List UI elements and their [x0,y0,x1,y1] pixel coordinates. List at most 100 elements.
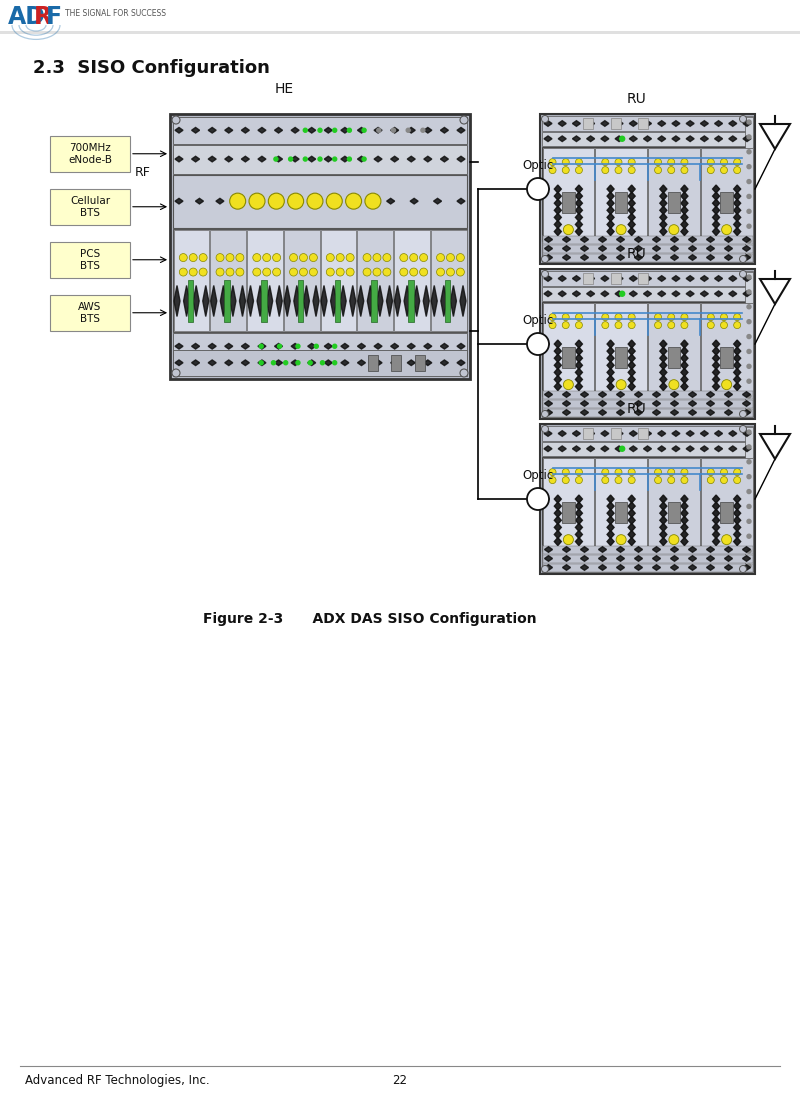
Polygon shape [407,156,415,162]
Polygon shape [729,431,737,436]
Circle shape [527,333,549,355]
Circle shape [365,193,381,209]
Bar [334,280,340,322]
Circle shape [527,178,549,200]
Polygon shape [634,391,642,398]
Polygon shape [407,344,415,349]
Polygon shape [554,376,562,384]
Polygon shape [660,382,667,390]
Polygon shape [713,354,719,363]
Circle shape [249,193,265,209]
Polygon shape [457,127,465,133]
Polygon shape [554,495,562,503]
Polygon shape [713,227,719,235]
Polygon shape [760,279,790,304]
Text: Optic: Optic [522,314,554,328]
Polygon shape [670,246,678,252]
Polygon shape [658,291,666,297]
Polygon shape [734,213,741,221]
Polygon shape [586,291,594,297]
Polygon shape [742,391,750,398]
Circle shape [273,268,281,276]
Polygon shape [191,156,199,162]
Polygon shape [581,546,589,553]
Polygon shape [607,495,614,503]
Polygon shape [573,446,581,452]
Polygon shape [714,136,722,142]
Polygon shape [681,368,688,376]
Circle shape [318,157,322,162]
Polygon shape [562,246,570,252]
Polygon shape [558,291,566,297]
Text: HE: HE [274,82,294,96]
Polygon shape [658,276,666,281]
Polygon shape [607,509,614,518]
Circle shape [681,313,688,321]
Polygon shape [681,523,688,532]
Polygon shape [700,276,708,281]
Circle shape [199,268,207,276]
Bar [50,295,130,331]
Bar [368,355,378,370]
Polygon shape [424,360,432,366]
Circle shape [707,468,714,476]
Polygon shape [729,446,737,452]
Text: THE SIGNAL FOR SUCCESS: THE SIGNAL FOR SUCCESS [65,9,166,18]
Circle shape [734,313,741,321]
Circle shape [747,504,751,509]
Polygon shape [628,368,635,376]
Polygon shape [725,556,733,562]
Polygon shape [634,410,642,415]
Circle shape [739,270,746,278]
Polygon shape [247,286,254,317]
Circle shape [446,254,454,262]
Polygon shape [653,556,661,562]
Polygon shape [554,517,562,524]
Polygon shape [742,410,750,415]
Polygon shape [743,121,751,126]
Polygon shape [545,391,553,398]
Bar [720,502,733,523]
Polygon shape [634,556,642,562]
Bar [595,302,647,395]
Polygon shape [743,291,751,297]
Polygon shape [628,495,635,503]
Polygon shape [628,340,635,348]
Bar [540,114,755,264]
Circle shape [747,304,751,309]
Circle shape [333,129,337,132]
Polygon shape [598,546,606,553]
Bar [50,242,130,278]
Polygon shape [274,344,282,349]
Text: RU: RU [627,92,646,106]
Circle shape [669,379,679,390]
Polygon shape [598,391,606,398]
Polygon shape [725,401,733,407]
Polygon shape [643,431,651,436]
Polygon shape [554,531,562,539]
Bar [667,192,680,212]
Polygon shape [706,401,714,407]
Polygon shape [575,502,582,510]
Circle shape [747,409,751,413]
Polygon shape [706,565,714,570]
Circle shape [747,195,751,199]
Polygon shape [554,509,562,518]
Text: RU: RU [627,247,646,260]
Circle shape [362,157,366,162]
Circle shape [563,224,574,235]
Polygon shape [672,291,680,297]
Polygon shape [390,344,398,349]
Polygon shape [258,344,266,349]
Circle shape [615,477,622,484]
Circle shape [542,115,549,122]
Polygon shape [544,136,552,142]
Polygon shape [581,236,589,242]
Polygon shape [291,360,299,366]
Bar [614,192,627,212]
Polygon shape [660,192,667,200]
Polygon shape [545,255,553,260]
Circle shape [747,489,751,493]
Circle shape [739,566,746,573]
Polygon shape [258,156,266,162]
